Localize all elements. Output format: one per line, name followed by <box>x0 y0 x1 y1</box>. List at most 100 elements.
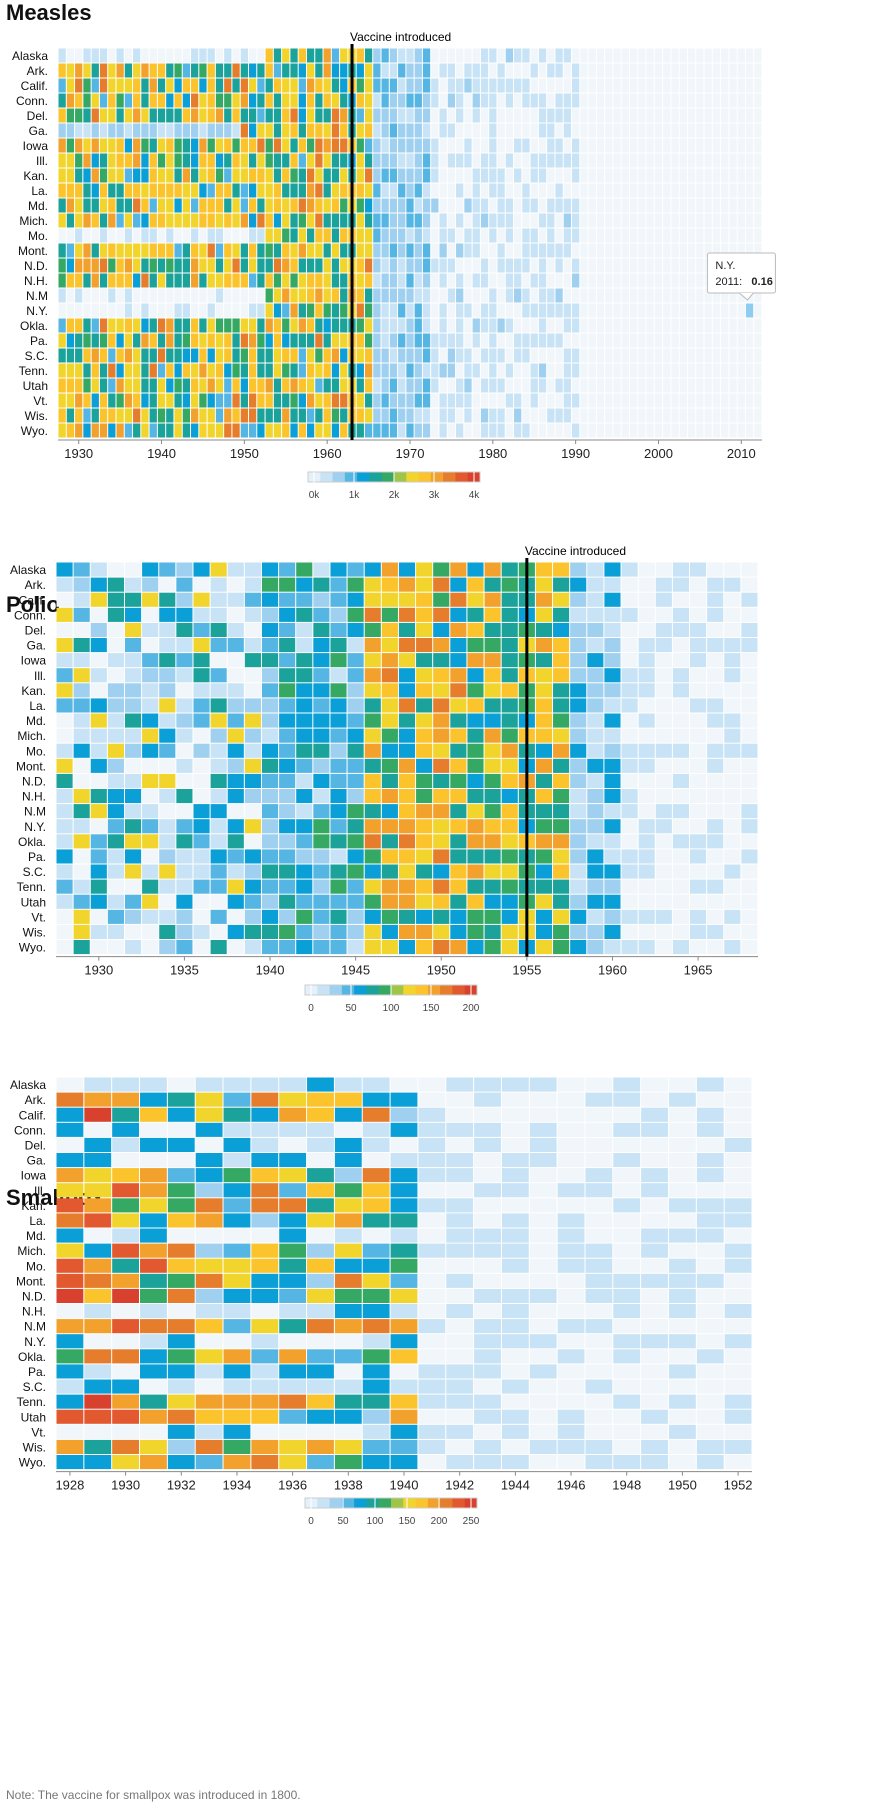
polio-cell[interactable] <box>501 653 518 668</box>
polio-cell[interactable] <box>107 622 124 637</box>
polio-cell[interactable] <box>261 622 279 637</box>
smallpox-cell[interactable] <box>557 1364 585 1379</box>
measles-cell[interactable] <box>547 108 555 123</box>
measles-cell[interactable] <box>232 168 240 183</box>
smallpox-cell[interactable] <box>557 1394 585 1409</box>
measles-cell[interactable] <box>646 198 654 213</box>
measles-cell[interactable] <box>224 108 232 123</box>
measles-cell[interactable] <box>99 63 108 78</box>
measles-cell[interactable] <box>729 333 737 348</box>
smallpox-cell[interactable] <box>446 1243 474 1258</box>
measles-cell[interactable] <box>83 393 91 408</box>
measles-cell[interactable] <box>745 228 754 243</box>
smallpox-cell[interactable] <box>167 1424 195 1439</box>
measles-cell[interactable] <box>505 303 514 318</box>
measles-cell[interactable] <box>273 378 282 393</box>
polio-cell[interactable] <box>724 562 741 577</box>
measles-cell[interactable] <box>406 363 414 378</box>
measles-cell[interactable] <box>248 393 257 408</box>
measles-cell[interactable] <box>133 423 141 438</box>
measles-cell[interactable] <box>472 168 480 183</box>
measles-cell[interactable] <box>547 273 555 288</box>
smallpox-cell[interactable] <box>613 1153 641 1168</box>
measles-cell[interactable] <box>704 393 712 408</box>
measles-cell[interactable] <box>141 333 149 348</box>
measles-cell[interactable] <box>273 168 282 183</box>
measles-cell[interactable] <box>66 108 75 123</box>
smallpox-cell[interactable] <box>362 1258 390 1273</box>
measles-cell[interactable] <box>522 288 530 303</box>
measles-cell[interactable] <box>572 333 580 348</box>
measles-cell[interactable] <box>679 198 687 213</box>
smallpox-cell[interactable] <box>195 1137 223 1152</box>
measles-cell[interactable] <box>422 108 431 123</box>
measles-cell[interactable] <box>422 213 431 228</box>
measles-cell[interactable] <box>149 198 157 213</box>
measles-cell[interactable] <box>248 318 257 333</box>
measles-cell[interactable] <box>422 93 431 108</box>
polio-cell[interactable] <box>416 562 433 577</box>
measles-cell[interactable] <box>638 48 646 63</box>
measles-cell[interactable] <box>257 168 265 183</box>
measles-cell[interactable] <box>671 243 679 258</box>
measles-cell[interactable] <box>522 258 530 273</box>
measles-cell[interactable] <box>572 123 580 138</box>
measles-cell[interactable] <box>505 423 514 438</box>
measles-cell[interactable] <box>356 138 364 153</box>
measles-cell[interactable] <box>108 153 116 168</box>
measles-cell[interactable] <box>116 108 124 123</box>
smallpox-cell[interactable] <box>334 1092 362 1107</box>
measles-cell[interactable] <box>704 93 712 108</box>
polio-cell[interactable] <box>553 607 570 622</box>
measles-cell[interactable] <box>290 168 298 183</box>
measles-cell[interactable] <box>66 63 75 78</box>
measles-cell[interactable] <box>737 423 745 438</box>
polio-cell[interactable] <box>484 607 501 622</box>
polio-cell[interactable] <box>347 577 364 592</box>
measles-cell[interactable] <box>514 108 522 123</box>
measles-cell[interactable] <box>240 138 248 153</box>
smallpox-cell[interactable] <box>613 1213 641 1228</box>
smallpox-cell[interactable] <box>140 1304 167 1319</box>
measles-cell[interactable] <box>99 228 108 243</box>
measles-cell[interactable] <box>141 78 149 93</box>
measles-cell[interactable] <box>306 333 315 348</box>
measles-cell[interactable] <box>75 393 83 408</box>
measles-cell[interactable] <box>398 228 406 243</box>
smallpox-cell[interactable] <box>501 1288 529 1303</box>
smallpox-cell[interactable] <box>334 1379 362 1394</box>
polio-cell[interactable] <box>433 607 450 622</box>
smallpox-cell[interactable] <box>418 1379 446 1394</box>
measles-cell[interactable] <box>605 183 613 198</box>
measles-cell[interactable] <box>149 348 157 363</box>
measles-cell[interactable] <box>331 153 340 168</box>
measles-cell[interactable] <box>646 423 654 438</box>
measles-cell[interactable] <box>133 153 141 168</box>
smallpox-cell[interactable] <box>167 1394 195 1409</box>
measles-cell[interactable] <box>456 198 464 213</box>
measles-cell[interactable] <box>588 393 596 408</box>
measles-cell[interactable] <box>613 318 621 333</box>
measles-cell[interactable] <box>638 303 646 318</box>
smallpox-cell[interactable] <box>140 1137 167 1152</box>
measles-cell[interactable] <box>282 138 290 153</box>
smallpox-cell[interactable] <box>418 1364 446 1379</box>
smallpox-cell[interactable] <box>307 1394 334 1409</box>
smallpox-cell[interactable] <box>112 1304 140 1319</box>
measles-cell[interactable] <box>240 108 248 123</box>
measles-cell[interactable] <box>605 93 613 108</box>
measles-cell[interactable] <box>646 408 654 423</box>
measles-cell[interactable] <box>588 273 596 288</box>
measles-cell[interactable] <box>323 228 331 243</box>
measles-cell[interactable] <box>207 423 215 438</box>
measles-cell[interactable] <box>389 213 398 228</box>
measles-cell[interactable] <box>638 168 646 183</box>
measles-cell[interactable] <box>315 153 323 168</box>
smallpox-cell[interactable] <box>446 1273 474 1288</box>
measles-cell[interactable] <box>141 228 149 243</box>
measles-cell[interactable] <box>182 78 191 93</box>
measles-cell[interactable] <box>157 138 166 153</box>
measles-cell[interactable] <box>439 63 447 78</box>
measles-cell[interactable] <box>157 93 166 108</box>
measles-cell[interactable] <box>116 153 124 168</box>
